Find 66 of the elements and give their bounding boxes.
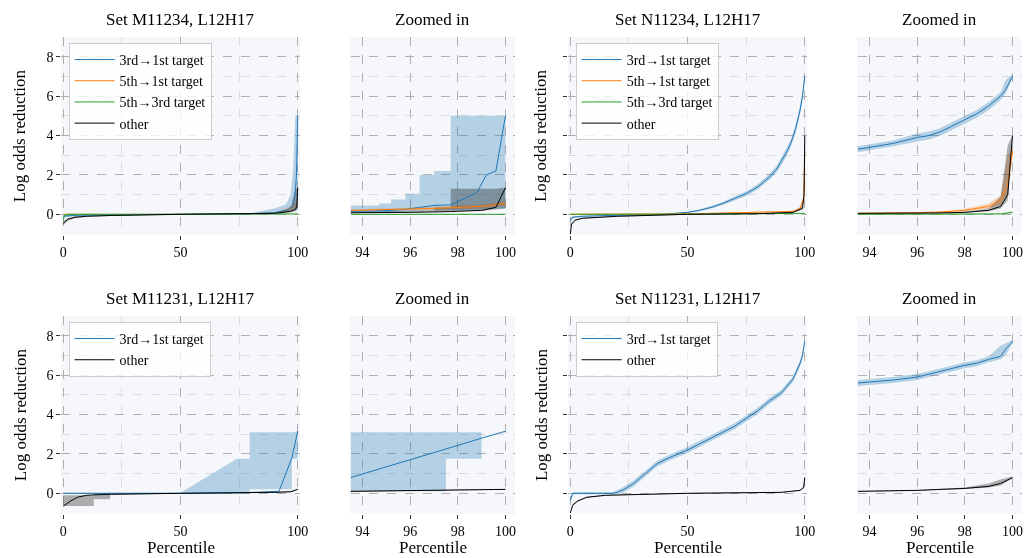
legend-label: 3rd→1st target	[119, 53, 204, 68]
x-tick-label: 94	[355, 244, 370, 260]
x-tick-label: 94	[862, 523, 877, 539]
legend-label: other	[119, 116, 149, 132]
x-tick-label: 96	[910, 244, 925, 260]
chart-title: Zoomed in	[395, 10, 470, 29]
x-axis-title: Percentile	[906, 538, 974, 557]
y-tick-label: 2	[46, 167, 54, 183]
x-tick-label: 0	[566, 523, 574, 539]
y-axis-title: Log odds reduction	[10, 69, 30, 203]
chart-title: Set M11231, L12H17	[106, 289, 255, 308]
x-tick-label: 94	[862, 244, 877, 260]
x-tick-label: 94	[355, 523, 370, 539]
y-tick-label: 2	[46, 446, 54, 462]
y-tick-label: 4	[46, 407, 54, 423]
y-tick-label: 6	[46, 368, 54, 383]
y-tick-label: 6	[46, 89, 54, 104]
x-tick-label: 100	[794, 244, 816, 260]
legend-label: 5th→3rd target	[119, 95, 206, 111]
legend-label: 5th→3rd target	[626, 95, 713, 111]
y-tick-label: 0	[46, 486, 54, 502]
y-tick-label: 8	[46, 328, 54, 344]
chart-title: Zoomed in	[902, 289, 977, 308]
x-tick-label: 96	[910, 523, 925, 539]
legend-label: 3rd→1st target	[119, 332, 204, 347]
x-tick-label: 98	[957, 523, 972, 539]
x-tick-label: 100	[1002, 523, 1023, 539]
x-tick-label: 50	[173, 523, 188, 539]
y-axis-title: Log odds reduction	[532, 348, 552, 482]
chart-title: Set M11234, L12H17	[106, 10, 255, 29]
x-tick-label: 50	[173, 244, 188, 260]
x-tick-label: 96	[403, 244, 418, 260]
x-tick-label: 0	[59, 244, 67, 260]
x-axis-title: Percentile	[654, 538, 722, 557]
x-tick-label: 98	[957, 244, 972, 260]
x-tick-label: 100	[794, 523, 816, 539]
y-tick-label: 0	[46, 207, 54, 223]
legend-label: 5th→1st target	[626, 74, 711, 90]
legend-label: other	[626, 353, 656, 369]
x-tick-label: 98	[450, 523, 465, 539]
x-tick-label: 50	[680, 244, 695, 260]
x-tick-label: 0	[566, 244, 574, 260]
chart-title: Set N11231, L12H17	[615, 289, 761, 308]
x-tick-label: 50	[680, 523, 695, 539]
y-axis-title: Log odds reduction	[531, 69, 551, 203]
x-tick-label: 100	[1002, 244, 1023, 260]
chart-title: Set N11234, L12H17	[615, 10, 761, 29]
x-tick-label: 98	[450, 244, 465, 260]
x-tick-label: 100	[494, 244, 516, 260]
y-tick-label: 4	[46, 128, 54, 144]
legend-label: 5th→1st target	[119, 74, 204, 90]
y-axis-title: Log odds reduction	[11, 348, 31, 482]
x-tick-label: 0	[59, 523, 67, 539]
chart-title: Zoomed in	[902, 10, 977, 29]
x-tick-label: 100	[287, 244, 309, 260]
y-tick-label: 8	[46, 49, 54, 65]
x-axis-title: Percentile	[147, 538, 215, 557]
x-tick-label: 96	[403, 523, 418, 539]
legend-label: other	[626, 116, 656, 132]
x-tick-label: 100	[494, 523, 516, 539]
legend-label: 3rd→1st target	[626, 53, 711, 68]
chart-title: Zoomed in	[395, 289, 470, 308]
legend-label: other	[119, 353, 149, 369]
legend-label: 3rd→1st target	[626, 332, 711, 347]
x-axis-title: Percentile	[399, 538, 467, 557]
x-tick-label: 100	[287, 523, 309, 539]
